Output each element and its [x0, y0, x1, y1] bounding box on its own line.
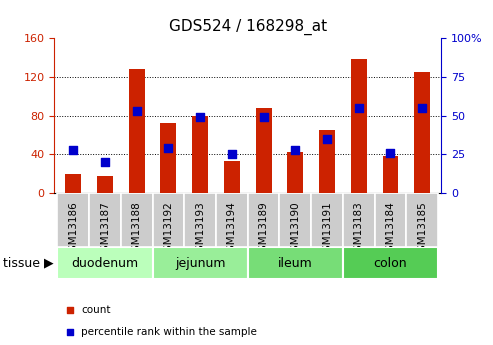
Text: tissue ▶: tissue ▶	[3, 257, 54, 269]
Bar	[161, 123, 176, 193]
Point	[260, 114, 268, 120]
Text: GSM13191: GSM13191	[322, 201, 332, 258]
Text: percentile rank within the sample: percentile rank within the sample	[81, 327, 257, 337]
Point	[196, 114, 204, 120]
Point	[418, 105, 426, 110]
Bar	[351, 59, 367, 193]
Bar	[311, 193, 343, 247]
Text: GSM13183: GSM13183	[354, 201, 364, 258]
Text: GSM13189: GSM13189	[259, 201, 269, 258]
Bar	[343, 247, 438, 279]
Bar	[66, 174, 81, 193]
Bar	[287, 152, 303, 193]
Text: colon: colon	[374, 257, 407, 269]
Bar	[121, 193, 152, 247]
Point	[228, 152, 236, 157]
Text: GSM13190: GSM13190	[290, 201, 300, 258]
Bar	[248, 193, 280, 247]
Text: GSM13194: GSM13194	[227, 201, 237, 258]
Text: GSM13186: GSM13186	[68, 201, 78, 258]
Bar	[184, 193, 216, 247]
Point	[387, 150, 394, 156]
Point	[70, 147, 77, 152]
Point	[133, 108, 141, 114]
Bar	[280, 193, 311, 247]
Point	[385, 227, 392, 232]
Text: jejunum: jejunum	[175, 257, 225, 269]
Point	[385, 29, 392, 35]
Bar	[248, 247, 343, 279]
Title: GDS524 / 168298_at: GDS524 / 168298_at	[169, 19, 327, 35]
Bar	[406, 193, 438, 247]
Point	[101, 159, 109, 165]
Bar	[152, 193, 184, 247]
Bar	[414, 72, 430, 193]
Bar	[256, 108, 272, 193]
Point	[291, 147, 299, 152]
Text: ileum: ileum	[278, 257, 313, 269]
Text: GSM13192: GSM13192	[163, 201, 174, 258]
Bar	[129, 69, 144, 193]
Bar	[343, 193, 375, 247]
Bar	[224, 161, 240, 193]
Text: GSM13184: GSM13184	[386, 201, 395, 258]
Bar	[97, 176, 113, 193]
Point	[323, 136, 331, 141]
Text: count: count	[81, 305, 111, 315]
Text: GSM13185: GSM13185	[417, 201, 427, 258]
Bar	[192, 116, 208, 193]
Bar	[216, 193, 248, 247]
Text: GSM13187: GSM13187	[100, 201, 110, 258]
Bar	[375, 193, 406, 247]
Text: GSM13188: GSM13188	[132, 201, 141, 258]
Bar	[319, 130, 335, 193]
Text: GSM13193: GSM13193	[195, 201, 205, 258]
Text: duodenum: duodenum	[71, 257, 139, 269]
Bar	[383, 156, 398, 193]
Bar	[57, 247, 152, 279]
Bar	[152, 247, 248, 279]
Point	[355, 105, 363, 110]
Point	[165, 145, 173, 151]
Bar	[57, 193, 89, 247]
Bar	[89, 193, 121, 247]
